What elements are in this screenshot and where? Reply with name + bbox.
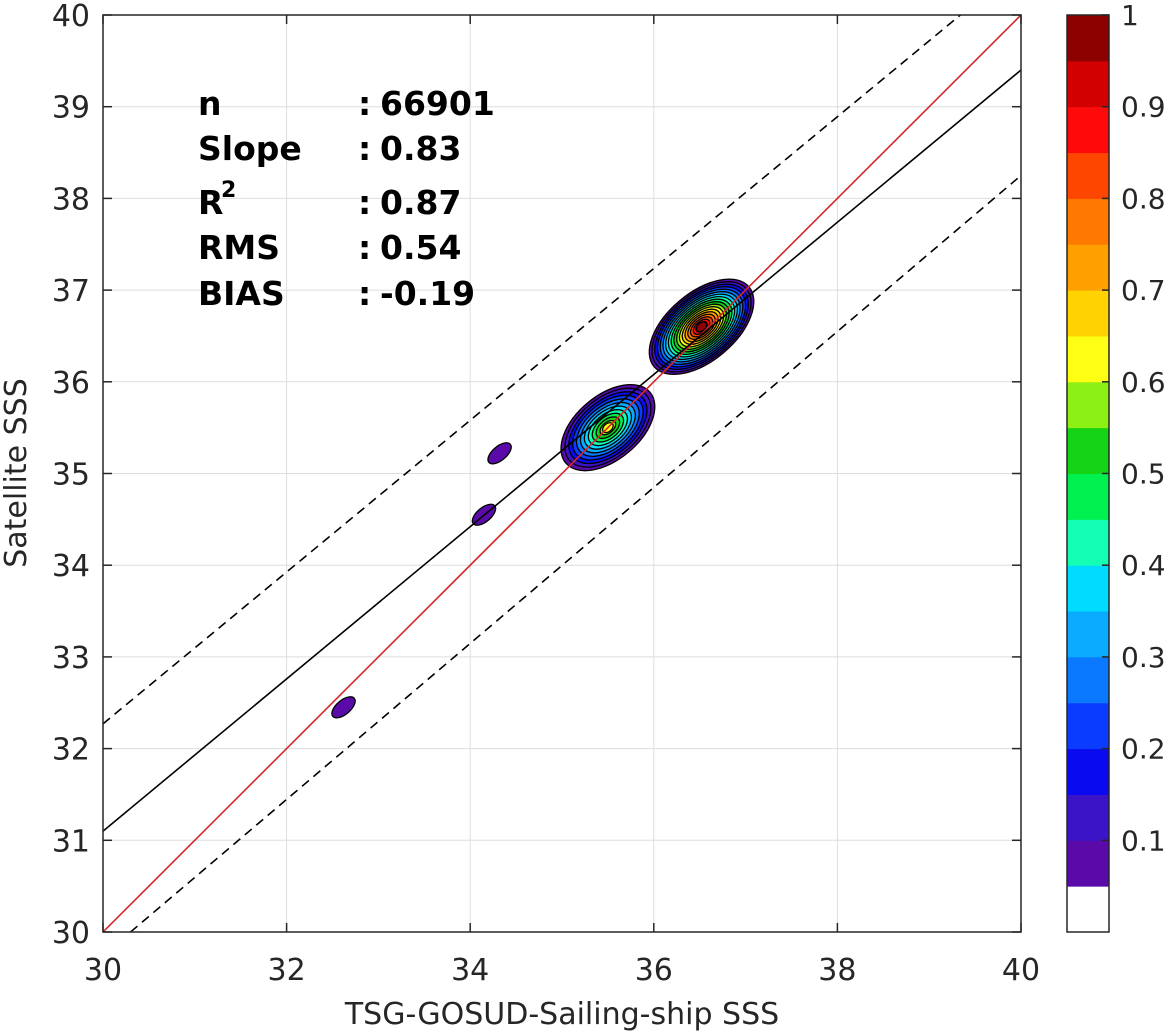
x-tick-labels: 30 32 34 36 38 40 xyxy=(84,953,1040,988)
regression-fit-line xyxy=(103,69,1021,832)
plot-frame xyxy=(102,14,1022,933)
colorbar-segment xyxy=(1067,244,1109,291)
colorbar-segment xyxy=(1067,565,1109,612)
stat-separator: : xyxy=(358,129,371,168)
x-axis-title: TSG-GOSUD-Sailing-ship SSS xyxy=(344,997,779,1032)
x-tick-label: 40 xyxy=(1002,953,1040,988)
colorbar-segment xyxy=(1067,15,1109,62)
colorbar-tick-label: 1 xyxy=(1121,0,1139,32)
colorbar-segment xyxy=(1067,60,1109,108)
colorbar-tick-label: 0.6 xyxy=(1121,366,1166,399)
colorbar-segment xyxy=(1067,702,1109,750)
stat-value: 0.83 xyxy=(380,129,461,168)
colorbar-segment xyxy=(1067,152,1109,199)
y-tick-labels: 30 31 32 33 34 35 36 37 38 39 40 xyxy=(52,0,90,951)
stat-separator: : xyxy=(358,228,371,267)
colorbar-tick-label: 0.3 xyxy=(1121,641,1166,674)
y-tick-label: 35 xyxy=(52,458,90,493)
upper-bound-line xyxy=(103,15,961,725)
stat-value: 66901 xyxy=(380,84,495,123)
colorbar-tick-label: 0.8 xyxy=(1121,182,1166,215)
y-tick-label: 33 xyxy=(52,641,90,676)
colorbar-segment xyxy=(1067,519,1109,566)
colorbar-segment xyxy=(1067,427,1109,474)
colorbar-segment xyxy=(1067,611,1109,658)
y-tick-label: 40 xyxy=(52,0,90,34)
colorbar-segment xyxy=(1067,106,1109,154)
colorbar-tick-label: 0.2 xyxy=(1121,733,1166,766)
colorbar-tick-label: 0.5 xyxy=(1121,458,1166,491)
y-tick-label: 30 xyxy=(52,916,90,951)
y-tick-label: 37 xyxy=(52,274,90,309)
colorbar-tick-label: 0.1 xyxy=(1121,824,1166,857)
y-tick-label: 39 xyxy=(52,91,90,126)
y-tick-label: 31 xyxy=(52,824,90,859)
x-tick-label: 38 xyxy=(818,953,856,988)
stat-label: n xyxy=(198,84,222,123)
stat-separator: : xyxy=(358,274,371,313)
colorbar-segment xyxy=(1067,198,1109,245)
density-peak-3 xyxy=(487,442,512,465)
y-axis-title: Satellite SSS xyxy=(0,378,34,568)
one-to-one-line xyxy=(103,15,1021,932)
stat-superscript: 2 xyxy=(221,178,236,203)
colorbar-tick-label: 0.9 xyxy=(1121,91,1166,124)
colorbar-segment xyxy=(1067,794,1109,841)
density-contours xyxy=(331,278,755,719)
colorbar-segment xyxy=(1067,473,1109,520)
x-tick-label: 36 xyxy=(635,953,673,988)
colorbar-segment xyxy=(1067,840,1109,887)
y-tick-label: 36 xyxy=(52,366,90,401)
colorbar-segment xyxy=(1067,381,1109,429)
y-tick-label: 34 xyxy=(52,549,90,584)
colorbar: 0.1 0.2 0.3 0.4 0.5 0.6 0.7 0.8 0.9 1 xyxy=(1066,0,1166,933)
stat-label: BIAS xyxy=(198,274,285,313)
stat-label: RMS xyxy=(198,228,280,267)
stat-separator: : xyxy=(358,84,371,123)
x-tick-label: 32 xyxy=(268,953,306,988)
contour-level xyxy=(695,321,708,333)
colorbar-segment xyxy=(1067,656,1109,704)
y-tick-label: 32 xyxy=(52,733,90,768)
colorbar-segment xyxy=(1067,886,1109,933)
colorbar-segment xyxy=(1067,335,1109,383)
stat-value: 0.54 xyxy=(380,228,461,267)
y-tick-label: 38 xyxy=(52,182,90,217)
colorbar-segment xyxy=(1067,748,1109,795)
colorbar-segment xyxy=(1067,290,1109,337)
x-tick-label: 30 xyxy=(84,953,122,988)
contour-level xyxy=(331,696,356,719)
grid-lines xyxy=(102,14,1022,933)
stat-separator: : xyxy=(358,183,371,222)
x-tick-label: 34 xyxy=(451,953,489,988)
stat-value: -0.19 xyxy=(380,274,475,313)
stat-value: 0.87 xyxy=(380,183,461,222)
density-peak-0 xyxy=(648,278,755,376)
colorbar-tick-label: 0.7 xyxy=(1121,274,1166,307)
stat-label: Slope xyxy=(198,129,302,168)
colorbar-tick-label: 0.4 xyxy=(1121,549,1166,582)
reference-lines xyxy=(103,15,1021,932)
stat-label: R xyxy=(198,183,223,222)
contour-level xyxy=(487,442,512,465)
density-peak-4 xyxy=(331,696,356,719)
